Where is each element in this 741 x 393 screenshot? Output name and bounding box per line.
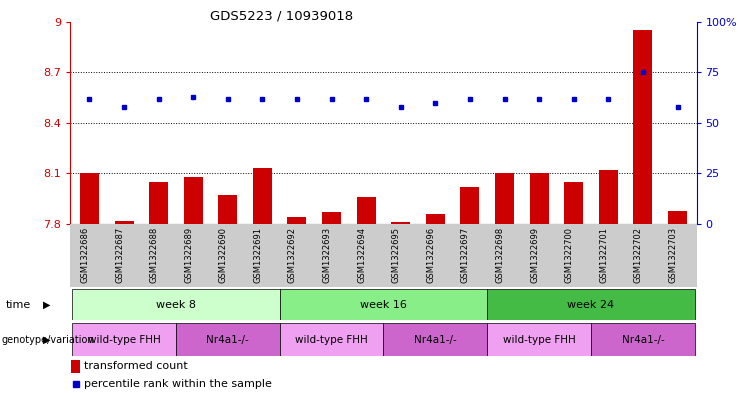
Text: Nr4a1-/-: Nr4a1-/-: [207, 334, 249, 345]
Text: week 16: week 16: [360, 299, 407, 310]
Bar: [591, 323, 695, 356]
Text: week 24: week 24: [568, 299, 614, 310]
Text: GSM1322696: GSM1322696: [426, 227, 436, 283]
Bar: [599, 170, 618, 224]
Text: ▶: ▶: [43, 299, 50, 310]
Text: GSM1322699: GSM1322699: [530, 227, 539, 283]
Bar: [176, 323, 279, 356]
Text: GSM1322694: GSM1322694: [357, 227, 366, 283]
Text: GSM1322688: GSM1322688: [150, 227, 159, 283]
Bar: [219, 195, 237, 224]
Bar: [460, 187, 479, 224]
Bar: [288, 217, 307, 224]
Bar: [488, 289, 695, 320]
Bar: [279, 289, 488, 320]
Bar: [279, 323, 383, 356]
Text: GSM1322698: GSM1322698: [496, 227, 505, 283]
Bar: [322, 212, 341, 224]
Text: GSM1322690: GSM1322690: [219, 227, 227, 283]
Bar: [149, 182, 168, 224]
Text: GSM1322701: GSM1322701: [599, 227, 608, 283]
Text: ▶: ▶: [43, 334, 50, 345]
Text: Nr4a1-/-: Nr4a1-/-: [622, 334, 664, 345]
Text: GSM1322689: GSM1322689: [185, 227, 193, 283]
Bar: [426, 214, 445, 224]
Bar: [356, 197, 376, 224]
Bar: [668, 211, 687, 224]
Bar: [391, 222, 411, 224]
Text: GDS5223 / 10939018: GDS5223 / 10939018: [210, 10, 353, 23]
Text: wild-type FHH: wild-type FHH: [295, 334, 368, 345]
Bar: [383, 323, 488, 356]
Text: Nr4a1-/-: Nr4a1-/-: [414, 334, 456, 345]
Text: transformed count: transformed count: [84, 361, 188, 371]
Text: wild-type FHH: wild-type FHH: [502, 334, 576, 345]
Bar: [488, 323, 591, 356]
Text: GSM1322700: GSM1322700: [565, 227, 574, 283]
Text: wild-type FHH: wild-type FHH: [87, 334, 160, 345]
Bar: [253, 168, 272, 224]
Text: GSM1322687: GSM1322687: [115, 227, 124, 283]
Text: GSM1322691: GSM1322691: [253, 227, 262, 283]
Bar: [72, 323, 176, 356]
Text: time: time: [6, 299, 31, 310]
Bar: [72, 289, 279, 320]
Text: GSM1322686: GSM1322686: [81, 227, 90, 283]
Bar: [564, 182, 583, 224]
Text: percentile rank within the sample: percentile rank within the sample: [84, 379, 273, 389]
Bar: [71, 360, 80, 373]
Bar: [115, 220, 133, 224]
Bar: [184, 177, 203, 224]
Bar: [530, 173, 548, 224]
Bar: [634, 30, 652, 224]
Text: GSM1322702: GSM1322702: [634, 227, 643, 283]
Text: GSM1322692: GSM1322692: [288, 227, 297, 283]
Text: GSM1322697: GSM1322697: [461, 227, 470, 283]
Text: week 8: week 8: [156, 299, 196, 310]
Text: GSM1322693: GSM1322693: [322, 227, 331, 283]
Text: genotype/variation: genotype/variation: [1, 334, 94, 345]
Text: GSM1322695: GSM1322695: [392, 227, 401, 283]
Bar: [80, 173, 99, 224]
Text: GSM1322703: GSM1322703: [668, 227, 677, 283]
Bar: [495, 173, 514, 224]
